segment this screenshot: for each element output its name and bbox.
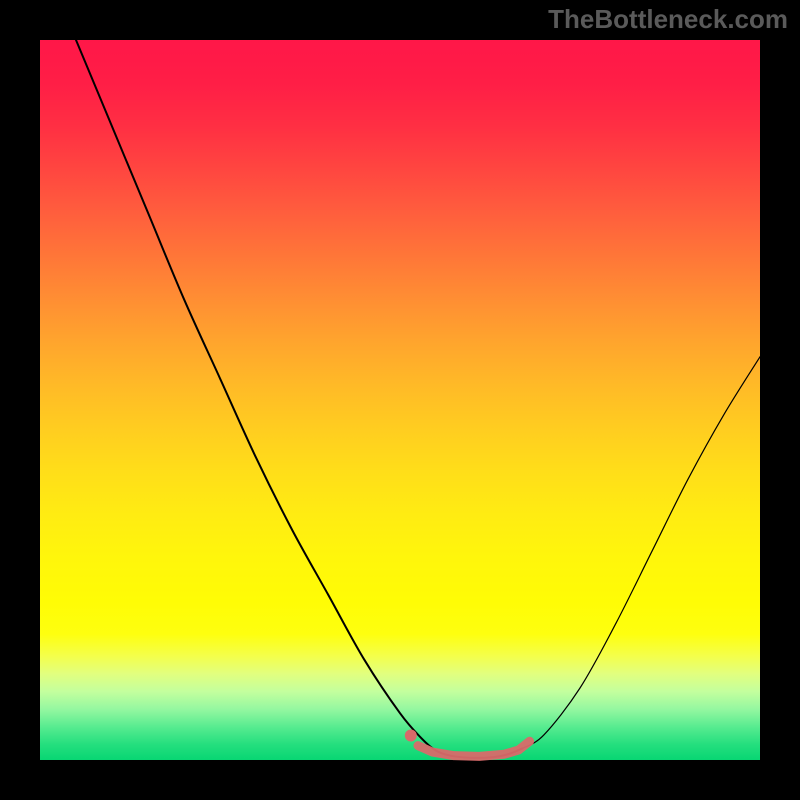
sweet-spot-dot <box>405 730 417 742</box>
plot-background <box>40 40 760 760</box>
watermark-text: TheBottleneck.com <box>548 4 788 34</box>
chart-container: TheBottleneck.com <box>0 0 800 800</box>
bottleneck-curve-chart: TheBottleneck.com <box>0 0 800 800</box>
